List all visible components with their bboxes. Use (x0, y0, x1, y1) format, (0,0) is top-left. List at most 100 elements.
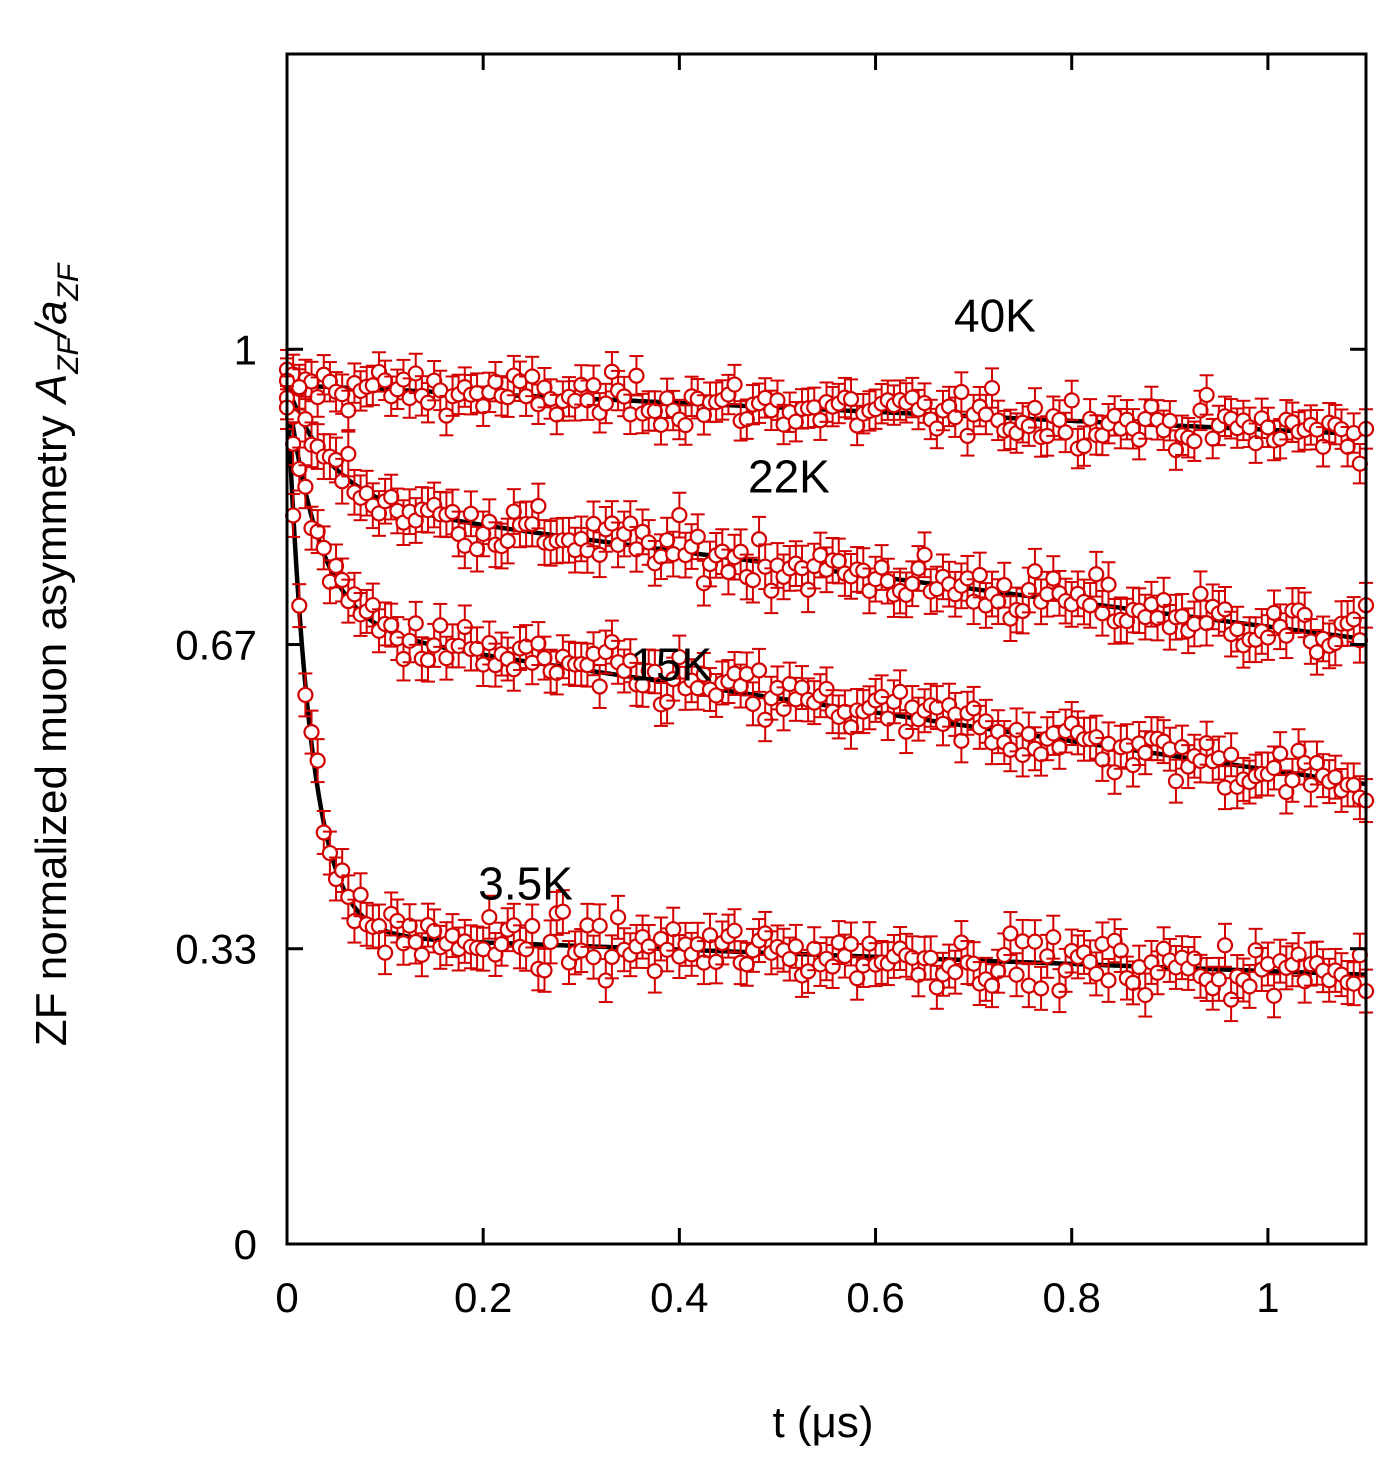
data-point (983, 367, 1001, 409)
point-marker (297, 686, 314, 704)
data-point (646, 948, 663, 994)
data-point (511, 360, 529, 402)
data-point (1216, 586, 1234, 633)
data-point (873, 544, 890, 591)
point-marker (303, 723, 320, 741)
point-marker (334, 473, 351, 490)
data-point (953, 371, 970, 413)
data-point (1235, 957, 1252, 1003)
data-point (383, 375, 400, 417)
point-marker (971, 566, 988, 584)
data-point (689, 513, 706, 561)
point-marker (291, 460, 308, 478)
point-marker (603, 633, 621, 651)
data-point (750, 515, 768, 563)
point-marker (787, 938, 804, 955)
data-point (916, 531, 933, 579)
y-axis-title-formula: A (27, 374, 76, 406)
point-marker (1026, 933, 1044, 950)
data-point (1345, 412, 1362, 454)
point-marker (1026, 399, 1044, 416)
data-point (1082, 582, 1099, 629)
point-marker (291, 597, 308, 614)
data-point (315, 525, 332, 571)
data-point (297, 464, 314, 510)
point-marker (609, 909, 627, 926)
data-point (1161, 400, 1178, 442)
point-marker (1265, 604, 1283, 621)
point-marker (499, 532, 516, 550)
data-point (1284, 757, 1301, 803)
point-marker (726, 922, 743, 939)
point-marker (689, 528, 706, 545)
point-marker (468, 541, 486, 558)
data-point (1094, 736, 1111, 782)
point-marker (800, 963, 817, 980)
data-point (591, 664, 608, 709)
point-marker (1020, 581, 1037, 599)
point-marker (928, 979, 945, 996)
data-point (530, 482, 547, 530)
data-point (1265, 973, 1283, 1019)
point-marker (726, 376, 743, 393)
data-point (818, 666, 835, 712)
data-point (1345, 961, 1362, 1007)
data-point (671, 634, 688, 680)
data-point (585, 500, 602, 548)
point-marker (297, 478, 314, 495)
point-marker (1094, 751, 1111, 768)
data-point (1100, 957, 1117, 1003)
point-marker (983, 977, 1001, 994)
point-marker (677, 416, 694, 434)
data-point (1131, 721, 1148, 767)
point-marker (665, 921, 682, 938)
point-marker (1339, 438, 1356, 455)
point-marker (603, 515, 621, 532)
data-point (352, 872, 369, 918)
data-point (536, 947, 553, 993)
data-point (971, 551, 988, 599)
point-marker (873, 559, 890, 576)
point-marker (916, 394, 933, 412)
data-point (1186, 420, 1203, 462)
point-marker (928, 420, 945, 437)
data-point (456, 918, 473, 964)
data-point (524, 355, 541, 398)
data-point (1008, 952, 1025, 998)
point-marker (585, 949, 602, 966)
point-marker (1259, 629, 1277, 646)
point-marker (1161, 412, 1178, 429)
point-marker (1088, 965, 1105, 983)
point-marker (1014, 602, 1031, 620)
series-label-22K: 22K (748, 450, 830, 502)
data-point (407, 919, 424, 965)
data-point (1198, 374, 1215, 416)
point-marker (1241, 978, 1258, 995)
data-point (383, 602, 400, 648)
point-marker (1198, 735, 1215, 752)
series-label-3.5K: 3.5K (478, 858, 573, 910)
data-point (407, 352, 424, 395)
point-marker (744, 695, 762, 712)
data-point (291, 363, 308, 411)
point-marker (1345, 611, 1362, 628)
point-marker (842, 935, 860, 953)
x-axis-title: t (μs) (772, 1398, 873, 1447)
point-marker (1259, 419, 1277, 436)
point-marker (591, 678, 608, 695)
point-marker (1198, 386, 1215, 404)
data-point (1167, 758, 1185, 804)
point-marker (800, 581, 817, 598)
point-marker (603, 948, 621, 965)
data-point (1026, 919, 1044, 965)
x-tick-label: 1 (1256, 1274, 1279, 1321)
data-point (1063, 379, 1080, 422)
point-marker (340, 402, 357, 419)
point-marker (616, 388, 633, 405)
point-marker (1112, 942, 1129, 959)
data-point (744, 556, 762, 604)
point-marker (1088, 566, 1105, 583)
data-point (1223, 732, 1240, 778)
data-point (462, 490, 480, 538)
